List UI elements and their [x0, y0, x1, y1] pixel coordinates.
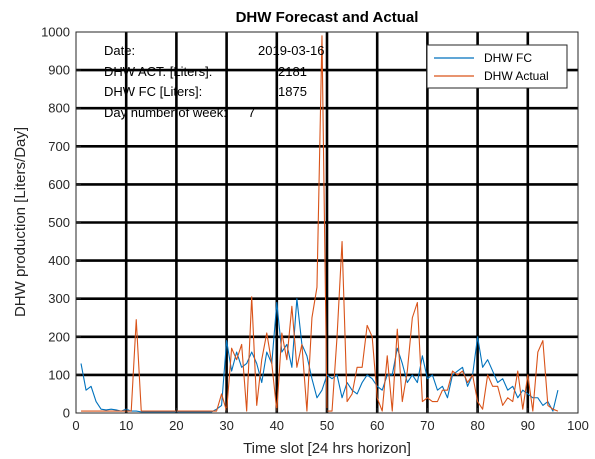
y-axis-label: DHW production [Liters/Day] [12, 127, 29, 317]
x-tick-label: 40 [270, 418, 284, 433]
series-layer [80, 35, 559, 413]
x-tick-label: 50 [320, 418, 334, 433]
annotation-day-value: 7 [248, 105, 255, 120]
y-tick-label: 100 [48, 367, 70, 382]
series-line-dhw-actual [81, 35, 559, 412]
y-tick-label: 700 [48, 139, 70, 154]
y-tick-label: 500 [48, 215, 70, 230]
legend: DHW FC DHW Actual [426, 44, 568, 89]
annotation-date-label: Date: [104, 43, 135, 58]
y-tick-label: 300 [48, 291, 70, 306]
x-tick-label: 0 [72, 418, 79, 433]
annotation-day-label: Day number of week: [104, 105, 227, 120]
y-tick-label: 1000 [41, 25, 70, 40]
y-tick-label: 600 [48, 177, 70, 192]
x-axis-label: Time slot [24 hrs horizon] [243, 440, 411, 457]
annotation-block: Date: 2019-03-16 DHW ACT. [Liters]: 2181… [104, 43, 325, 120]
x-tick-label: 20 [169, 418, 183, 433]
x-tick-label: 60 [370, 418, 384, 433]
x-tick-label: 30 [219, 418, 233, 433]
y-tick-label: 200 [48, 329, 70, 344]
annotation-act-value: 2181 [278, 64, 307, 79]
grid [76, 32, 578, 413]
x-tick-label: 70 [420, 418, 434, 433]
annotation-fc-value: 1875 [278, 84, 307, 99]
x-tick-label: 80 [470, 418, 484, 433]
x-axis-ticks: 0 10 20 30 40 50 60 70 80 90 100 [72, 408, 589, 433]
chart-title: DHW Forecast and Actual [236, 9, 419, 26]
x-tick-label: 90 [521, 418, 535, 433]
y-axis-ticks: 0 100 200 300 400 500 600 700 800 900 1000 [41, 25, 81, 421]
y-tick-label: 900 [48, 63, 70, 78]
legend-box [426, 44, 568, 89]
y-tick-label: 400 [48, 253, 70, 268]
legend-label-dhw-actual: DHW Actual [484, 69, 549, 83]
x-tick-label: 100 [567, 418, 589, 433]
y-tick-label: 0 [63, 406, 70, 421]
x-tick-label: 10 [119, 418, 133, 433]
y-tick-label: 800 [48, 101, 70, 116]
annotation-fc-label: DHW FC [Liters]: [104, 84, 202, 99]
annotation-act-label: DHW ACT. [Liters]: [104, 64, 212, 79]
series-line-dhw-fc [80, 298, 559, 413]
legend-label-dhw-fc: DHW FC [484, 51, 532, 65]
annotation-date-value: 2019-03-16 [258, 43, 325, 58]
